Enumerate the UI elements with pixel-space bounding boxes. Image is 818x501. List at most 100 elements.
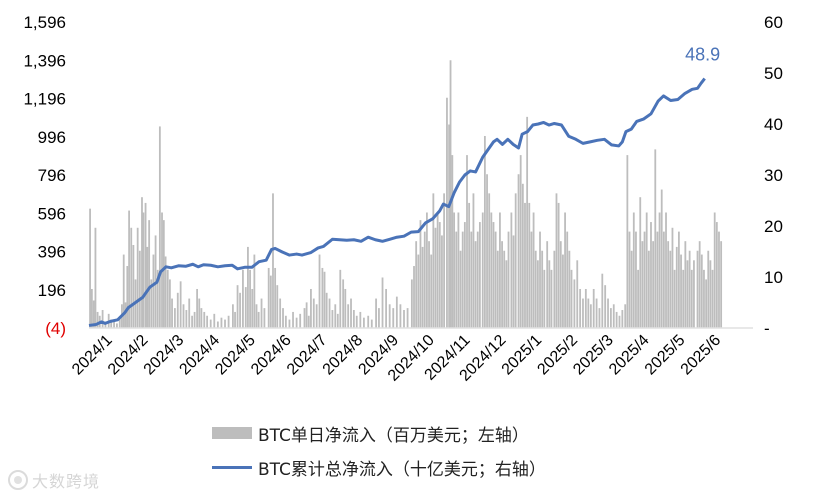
- right-tick-label-1: 10: [764, 268, 783, 287]
- bar-105: [359, 311, 362, 328]
- bar-27: [148, 220, 151, 328]
- bar-101: [347, 304, 350, 328]
- left-tick-label-2: 396: [38, 243, 66, 262]
- bar-247: [703, 269, 705, 328]
- bar-230: [665, 212, 667, 328]
- bar-164: [507, 231, 510, 328]
- bar-54: [216, 321, 219, 328]
- bar-92: [323, 271, 326, 328]
- last-value-label: 48.9: [685, 45, 720, 65]
- bar-138: [451, 155, 454, 328]
- bar-219: [641, 241, 644, 328]
- x-tick-label-17: 2025/6: [678, 332, 725, 379]
- bar-246: [700, 254, 703, 328]
- cumulative-line: [88, 77, 706, 327]
- bar-94: [328, 298, 331, 328]
- bar-217: [637, 269, 639, 328]
- bar-66: [251, 288, 254, 328]
- bar-196: [582, 298, 584, 328]
- bar-6: [101, 310, 104, 328]
- bar-79: [284, 315, 287, 328]
- bar-57: [227, 315, 230, 328]
- bar-172: [526, 116, 529, 328]
- bar-126: [426, 212, 428, 328]
- bar-166: [512, 235, 515, 328]
- bar-118: [406, 308, 409, 328]
- bar-69: [257, 311, 260, 328]
- bar-12: [118, 317, 121, 328]
- bar-242: [690, 269, 693, 328]
- bar-136: [448, 124, 450, 328]
- bar-243: [693, 260, 695, 328]
- left-tick-label-5: 996: [38, 128, 66, 147]
- bar-42: [182, 304, 185, 328]
- bar-60: [236, 285, 239, 328]
- bar-234: [673, 269, 676, 328]
- left-tick-label-7: 1,396: [23, 51, 66, 70]
- left-tick-label-3: 596: [38, 204, 66, 223]
- bar-107: [367, 315, 370, 328]
- bar-89: [315, 304, 318, 328]
- bar-255: [720, 241, 723, 328]
- bar-104: [355, 315, 358, 328]
- bar-129: [432, 193, 435, 328]
- bar-210: [621, 310, 624, 328]
- bar-175: [532, 212, 535, 328]
- bar-17: [128, 210, 130, 328]
- bar-51: [206, 315, 209, 328]
- bar-158: [494, 231, 497, 328]
- bar-75: [274, 267, 277, 328]
- bar-90: [318, 254, 321, 328]
- bar-173: [528, 202, 531, 328]
- bar-206: [609, 308, 612, 328]
- bar-145: [466, 155, 468, 328]
- bar-125: [423, 231, 426, 328]
- right-tick-label-5: 50: [764, 64, 783, 83]
- left-tick-label-4: 796: [38, 166, 66, 185]
- bar-222: [647, 250, 650, 328]
- bar-39: [174, 308, 176, 328]
- bar-208: [615, 311, 618, 328]
- bar-244: [696, 250, 699, 328]
- bar-61: [239, 292, 241, 328]
- bar-211: [624, 304, 627, 328]
- bar-71: [263, 308, 266, 328]
- bar-188: [562, 254, 564, 328]
- bar-52: [209, 319, 212, 328]
- legend-label-line: BTC累计总净流入（十亿美元；右轴）: [258, 459, 546, 480]
- bar-224: [652, 241, 655, 328]
- left-tick-label-8: 1,596: [23, 13, 66, 32]
- bar-50: [203, 311, 206, 328]
- bar-184: [553, 250, 556, 328]
- bar-59: [234, 311, 236, 328]
- bar-220: [643, 231, 646, 328]
- bar-134: [443, 193, 445, 328]
- bar-88: [312, 298, 315, 328]
- bar-37: [169, 279, 171, 328]
- bar-95: [331, 310, 334, 328]
- bar-63: [244, 287, 247, 328]
- bar-162: [503, 250, 506, 328]
- bar-171: [524, 202, 526, 328]
- bar-36: [166, 269, 169, 328]
- bar-64: [247, 246, 249, 328]
- bar-249: [707, 250, 710, 328]
- bar-4: [96, 311, 99, 328]
- bar-239: [684, 241, 687, 328]
- bar-1: [90, 288, 93, 328]
- bar-157: [492, 222, 495, 328]
- bar-70: [260, 298, 263, 328]
- bar-116: [399, 304, 402, 328]
- bar-193: [573, 279, 576, 328]
- bar-131: [436, 212, 439, 328]
- bar-228: [660, 189, 663, 328]
- bar-216: [635, 231, 637, 328]
- bar-45: [191, 315, 193, 328]
- bar-159: [496, 250, 499, 328]
- bar-113: [388, 304, 391, 328]
- bar-76: [276, 285, 279, 328]
- bar-165: [510, 212, 513, 328]
- left-tick-label-0: (4): [45, 319, 66, 338]
- bar-229: [662, 231, 665, 328]
